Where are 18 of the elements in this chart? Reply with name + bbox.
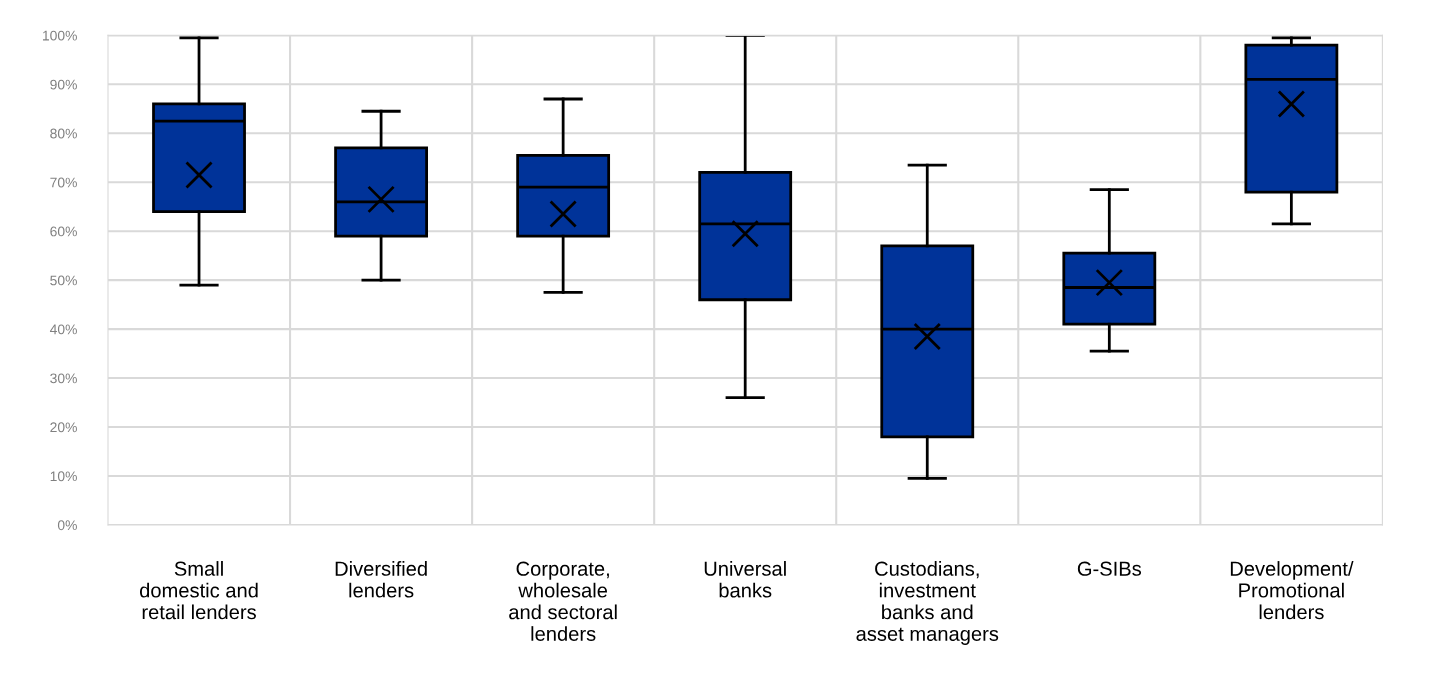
y-tick-label: 20% [50,422,77,433]
y-tick-label: 10% [50,471,77,482]
x-tick-label: Diversified lenders [335,561,427,598]
y-tick-label: 0% [57,520,77,531]
x-tick-label: Development/ Promotional lenders [1230,561,1354,620]
y-tick-label: 90% [50,79,77,90]
x-tick-label: Custodians, investment banks and asset managers [856,561,999,645]
y-tick-label: 80% [50,128,77,139]
x-tick-label: Corporate, wholesale and sectoral lenders [509,561,617,641]
y-tick-label: 40% [49,324,77,335]
y-tick-label: 70% [50,177,77,188]
x-tick-label: Small domestic and retail lenders [139,561,258,620]
y-tick-label: 50% [50,275,77,286]
x-tick-label: Universal banks [704,561,786,598]
y-tick-label: 60% [50,226,77,237]
x-tick-label: G-SIBs [1077,561,1142,576]
y-tick-label: 100% [42,30,77,41]
y-tick-label: 30% [50,373,77,384]
